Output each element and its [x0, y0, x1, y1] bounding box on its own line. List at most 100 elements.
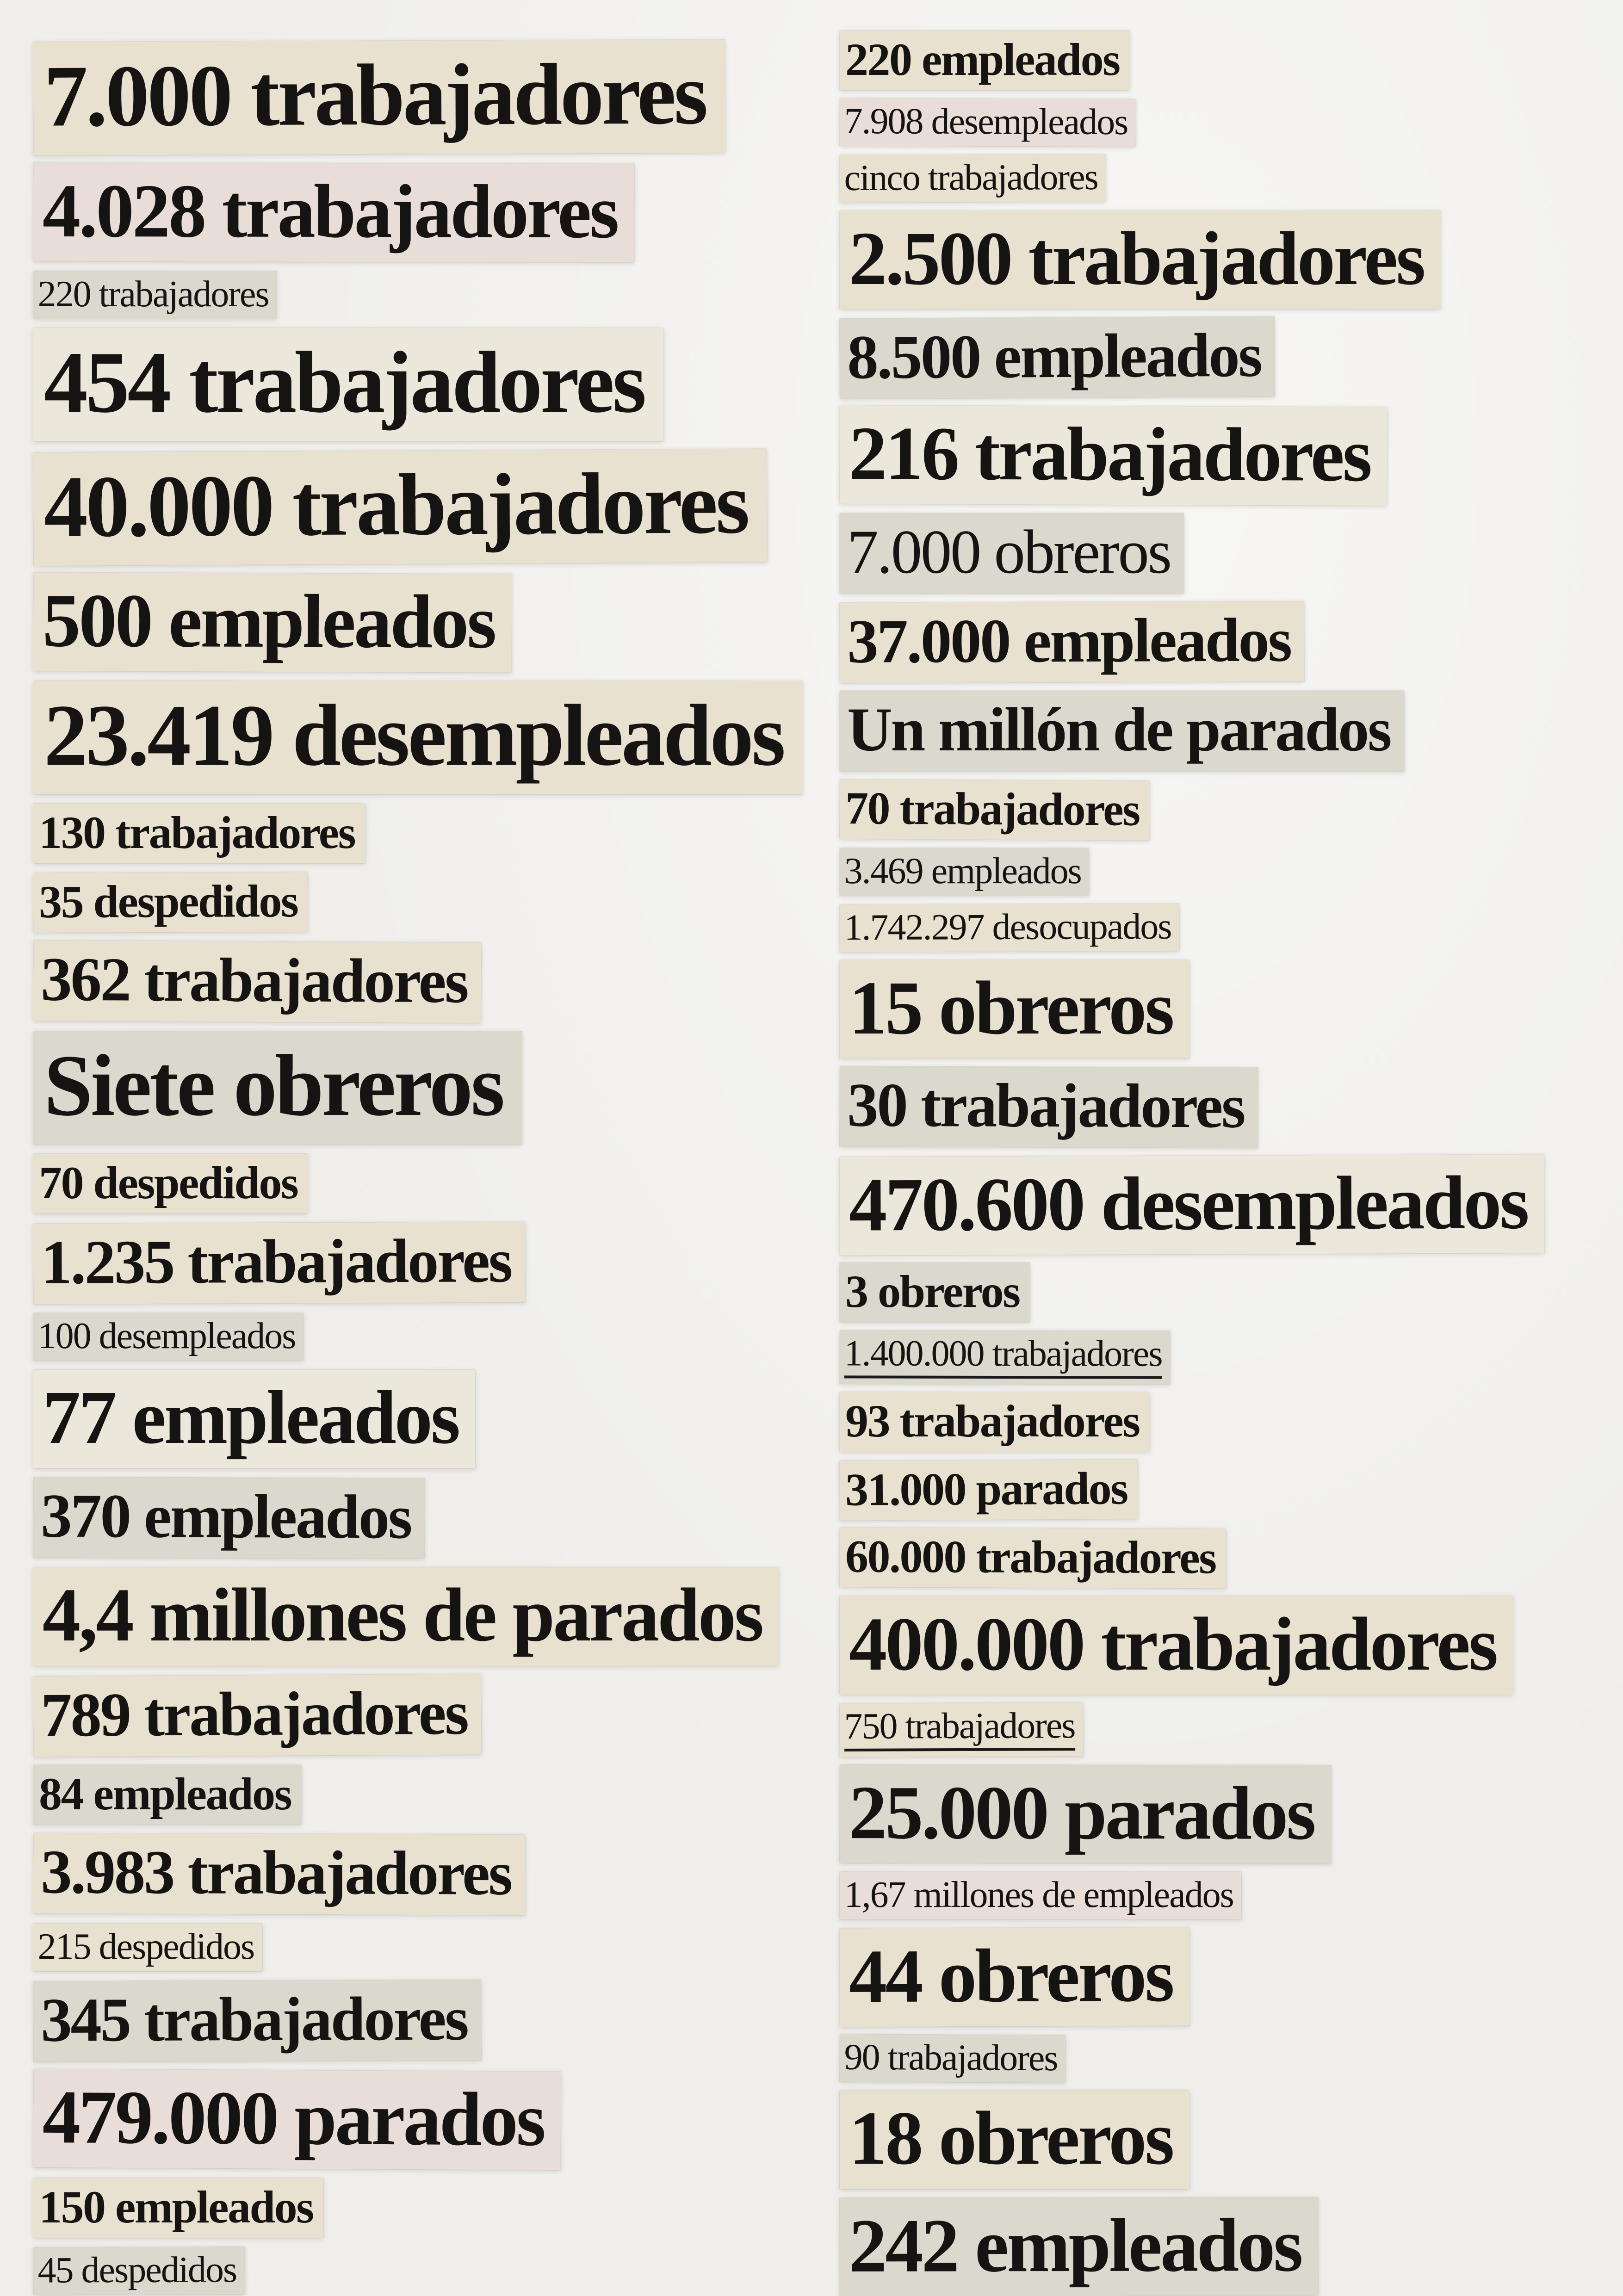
clipping-right-26: 18 obreros: [840, 2090, 1189, 2189]
clipping-text: 750 trabajadores: [844, 1705, 1075, 1752]
clipping-left-19: 3.983 trabajadores: [33, 1832, 525, 1915]
clipping-left-22: 479.000 parados: [33, 2069, 561, 2171]
clipping-right-22: 25.000 parados: [839, 1764, 1332, 1864]
clipping-text: 30 trabajadores: [847, 1070, 1245, 1141]
clipping-text: 479.000 parados: [42, 2074, 545, 2162]
clipping-right-7: 37.000 empleados: [839, 601, 1305, 684]
clipping-right-2: cinco trabajadores: [839, 154, 1106, 203]
clipping-left-9: 362 trabajadores: [33, 940, 482, 1023]
clipping-right-20: 400.000 trabajadores: [840, 1596, 1513, 1695]
clipping-left-3: 454 trabajadores: [33, 328, 664, 442]
clipping-text: 216 trabajadores: [849, 410, 1371, 497]
clipping-text: 84 empleados: [39, 1768, 292, 1819]
clipping-right-11: 1.742.297 desocupados: [839, 903, 1180, 953]
clipping-text: 40.000 trabajadores: [43, 455, 748, 556]
clipping-text: 215 despedidos: [37, 1926, 255, 1967]
clipping-right-0: 220 empleados: [840, 31, 1130, 90]
clipping-text: 7.000 obreros: [847, 517, 1172, 587]
clipping-right-5: 216 trabajadores: [839, 405, 1388, 506]
clipping-text: 130 trabajadores: [39, 807, 356, 859]
clipping-text: 7.000 trabajadores: [43, 45, 706, 145]
clipping-text: 60.000 trabajadores: [845, 1530, 1216, 1584]
clipping-left-16: 4,4 millones de parados: [33, 1567, 779, 1666]
clipping-text: 77 empleados: [42, 1375, 460, 1460]
clipping-text: 70 despedidos: [39, 1157, 299, 1209]
clipping-text: 1.400.000 trabajadores: [844, 1333, 1162, 1379]
clipping-text: 70 trabajadores: [845, 782, 1140, 835]
clipping-text: 35 despedidos: [38, 875, 298, 928]
clipping-text: 31.000 parados: [845, 1462, 1127, 1516]
clipping-right-1: 7.908 desempleados: [839, 98, 1136, 147]
clipping-text: 44 obreros: [849, 1932, 1173, 2018]
clipping-left-17: 789 trabajadores: [33, 1674, 482, 1757]
clipping-text: 93 trabajadores: [845, 1395, 1140, 1447]
clipping-left-7: 130 trabajadores: [33, 804, 365, 864]
clipping-text: 362 trabajadores: [40, 945, 468, 1016]
clipping-right-17: 93 trabajadores: [840, 1392, 1150, 1452]
clipping-left-1: 4.028 trabajadores: [33, 162, 634, 263]
clipping-text: 100 desempleados: [37, 1315, 297, 1356]
clipping-left-10: Siete obreros: [33, 1031, 522, 1145]
clipping-text: 454 trabajadores: [43, 334, 647, 432]
clipping-text: 220 empleados: [845, 34, 1121, 85]
clipping-text: 8.500 empleados: [847, 321, 1261, 392]
clipping-left-4: 40.000 trabajadores: [33, 449, 768, 566]
clipping-left-2: 220 trabajadores: [33, 271, 277, 319]
clipping-text: 15 obreros: [849, 965, 1175, 1050]
clipping-left-8: 35 despedidos: [33, 872, 308, 933]
clipping-text: 3.469 empleados: [844, 850, 1082, 891]
clipping-left-13: 100 desempleados: [33, 1312, 304, 1361]
clipping-right-19: 60.000 trabajadores: [839, 1527, 1226, 1589]
clipping-left-0: 7.000 trabajadores: [33, 39, 725, 155]
clipping-left-24: 45 despedidos: [33, 2246, 245, 2296]
clipping-text: 789 trabajadores: [40, 1678, 468, 1750]
clipping-right-25: 90 trabajadores: [839, 2034, 1066, 2083]
clipping-right-27: 242 empleados: [839, 2197, 1318, 2296]
clipping-text: 4,4 millones de parados: [42, 1572, 764, 1658]
clipping-text: 242 empleados: [849, 2202, 1301, 2288]
clipping-text: Siete obreros: [43, 1037, 505, 1135]
clipping-text: 470.600 desempleados: [849, 1159, 1528, 1247]
clipping-text: 2.500 trabajadores: [849, 216, 1426, 301]
clipping-text: 220 trabajadores: [37, 273, 270, 315]
clipping-text: 25.000 parados: [849, 1770, 1314, 1856]
clipping-right-12: 15 obreros: [840, 960, 1189, 1058]
clipping-right-4: 8.500 empleados: [839, 316, 1275, 399]
clipping-text: 4.028 trabajadores: [42, 168, 618, 254]
clipping-right-16: 1.400.000 trabajadores: [839, 1330, 1171, 1385]
clipping-right-21: 750 trabajadores: [839, 1702, 1084, 1757]
clipping-left-12: 1.235 trabajadores: [33, 1222, 525, 1305]
clipping-left-23: 150 empleados: [33, 2178, 323, 2238]
clipping-right-24: 44 obreros: [839, 1927, 1190, 2027]
clipping-right-14: 470.600 desempleados: [839, 1154, 1545, 1256]
clipping-left-18: 84 empleados: [33, 1764, 301, 1825]
clipping-right-15: 3 obreros: [840, 1262, 1030, 1322]
clipping-right-3: 2.500 trabajadores: [840, 210, 1441, 309]
clipping-right-8: Un millón de parados: [840, 691, 1404, 772]
clipping-text: 370 empleados: [40, 1481, 411, 1552]
clipping-text: 18 obreros: [849, 2096, 1175, 2181]
clipping-text: 345 trabajadores: [40, 1984, 468, 2055]
clipping-text: 23.419 desempleados: [43, 687, 786, 785]
clipping-left-15: 370 empleados: [33, 1477, 425, 1559]
clipping-text: 1,67 millones de empleados: [844, 1874, 1234, 1915]
clipping-text: 37.000 empleados: [847, 606, 1291, 676]
clipping-right-13: 30 trabajadores: [839, 1066, 1258, 1148]
clipping-text: 45 despedidos: [37, 2249, 237, 2291]
clipping-text: 3.983 trabajadores: [40, 1837, 512, 1908]
clipping-left-14: 77 empleados: [33, 1369, 476, 1468]
clipping-left-11: 70 despedidos: [33, 1154, 308, 1214]
clipping-right-23: 1,67 millones de empleados: [840, 1871, 1242, 1919]
clipping-right-18: 31.000 parados: [839, 1459, 1138, 1521]
clipping-left-21: 345 trabajadores: [33, 1980, 482, 2062]
clipping-text: 1.742.297 desocupados: [844, 906, 1171, 948]
clipping-text: 500 empleados: [42, 578, 495, 664]
clipping-text: Un millón de parados: [847, 695, 1392, 764]
clipping-right-9: 70 trabajadores: [839, 779, 1150, 841]
clipping-text: 3 obreros: [845, 1265, 1021, 1317]
clipping-text: 7.908 desempleados: [844, 100, 1128, 143]
clipping-right-6: 7.000 obreros: [840, 513, 1184, 594]
clipping-left-5: 500 empleados: [33, 572, 512, 673]
right-column: 220 empleados 7.908 desempleados cinco tra…: [839, 31, 1608, 2296]
clipping-text: cinco trabajadores: [844, 157, 1098, 199]
